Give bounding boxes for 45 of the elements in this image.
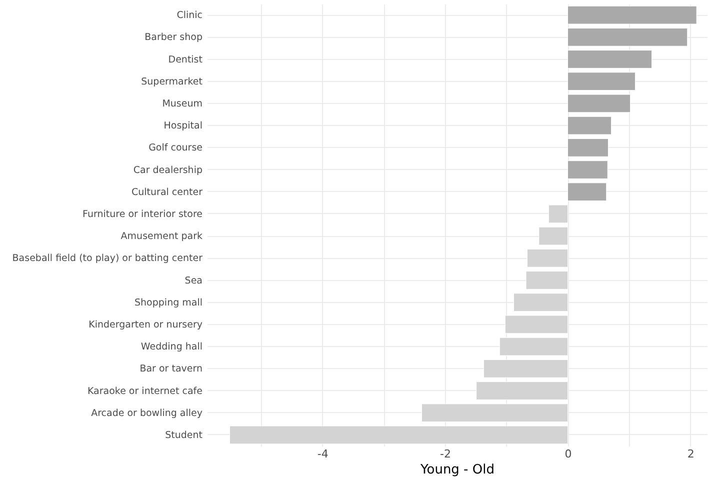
bar bbox=[567, 116, 612, 135]
y-tick-label: Barber shop bbox=[144, 32, 202, 44]
bar bbox=[567, 50, 652, 68]
bar bbox=[514, 293, 568, 312]
bar bbox=[567, 160, 608, 179]
bar bbox=[229, 426, 568, 444]
bar bbox=[567, 6, 697, 24]
y-tick-label: Baseball field (to play) or batting center bbox=[12, 253, 203, 264]
bar bbox=[526, 248, 568, 268]
bar bbox=[548, 204, 568, 224]
y-tick-label: Supermarket bbox=[141, 76, 203, 88]
bar bbox=[567, 94, 631, 113]
bar bbox=[567, 182, 607, 202]
y-tick-label: Wedding hall bbox=[140, 342, 202, 353]
y-tick-label: Amusement park bbox=[120, 231, 203, 242]
x-axis-title: Young - Old bbox=[420, 462, 494, 478]
bar bbox=[421, 404, 568, 422]
bar bbox=[567, 72, 636, 91]
y-tick-label: Arcade or bowling alley bbox=[91, 408, 203, 419]
y-tick-label: Kindergarten or nursery bbox=[88, 319, 203, 330]
y-tick-label: Car dealership bbox=[133, 164, 202, 176]
bar bbox=[483, 359, 568, 378]
bar bbox=[526, 271, 568, 290]
y-tick-label: Cultural center bbox=[132, 186, 203, 198]
x-tick-label: 2 bbox=[687, 448, 694, 460]
bar bbox=[567, 28, 688, 46]
bar bbox=[567, 138, 608, 157]
bar bbox=[538, 226, 568, 246]
y-tick-label: Museum bbox=[162, 98, 202, 110]
y-tick-label: Furniture or interior store bbox=[82, 208, 203, 220]
bar bbox=[499, 337, 568, 356]
x-tick-label: 0 bbox=[564, 448, 572, 460]
y-tick-label: Golf course bbox=[148, 142, 203, 154]
y-tick-label: Karaoke or internet cafe bbox=[87, 386, 203, 397]
bar bbox=[476, 382, 568, 400]
y-tick-label: Bar or tavern bbox=[140, 364, 202, 375]
y-tick-label: Hospital bbox=[164, 120, 202, 132]
y-tick-label: Shopping mall bbox=[134, 297, 202, 308]
x-tick-label: -2 bbox=[440, 448, 452, 460]
y-tick-label: Dentist bbox=[168, 54, 203, 66]
x-tick-label: -4 bbox=[317, 448, 328, 460]
bar bbox=[504, 315, 568, 334]
y-tick-label: Student bbox=[165, 430, 203, 441]
y-tick-label: Sea bbox=[184, 275, 202, 286]
y-tick-label: Clinic bbox=[176, 10, 202, 22]
